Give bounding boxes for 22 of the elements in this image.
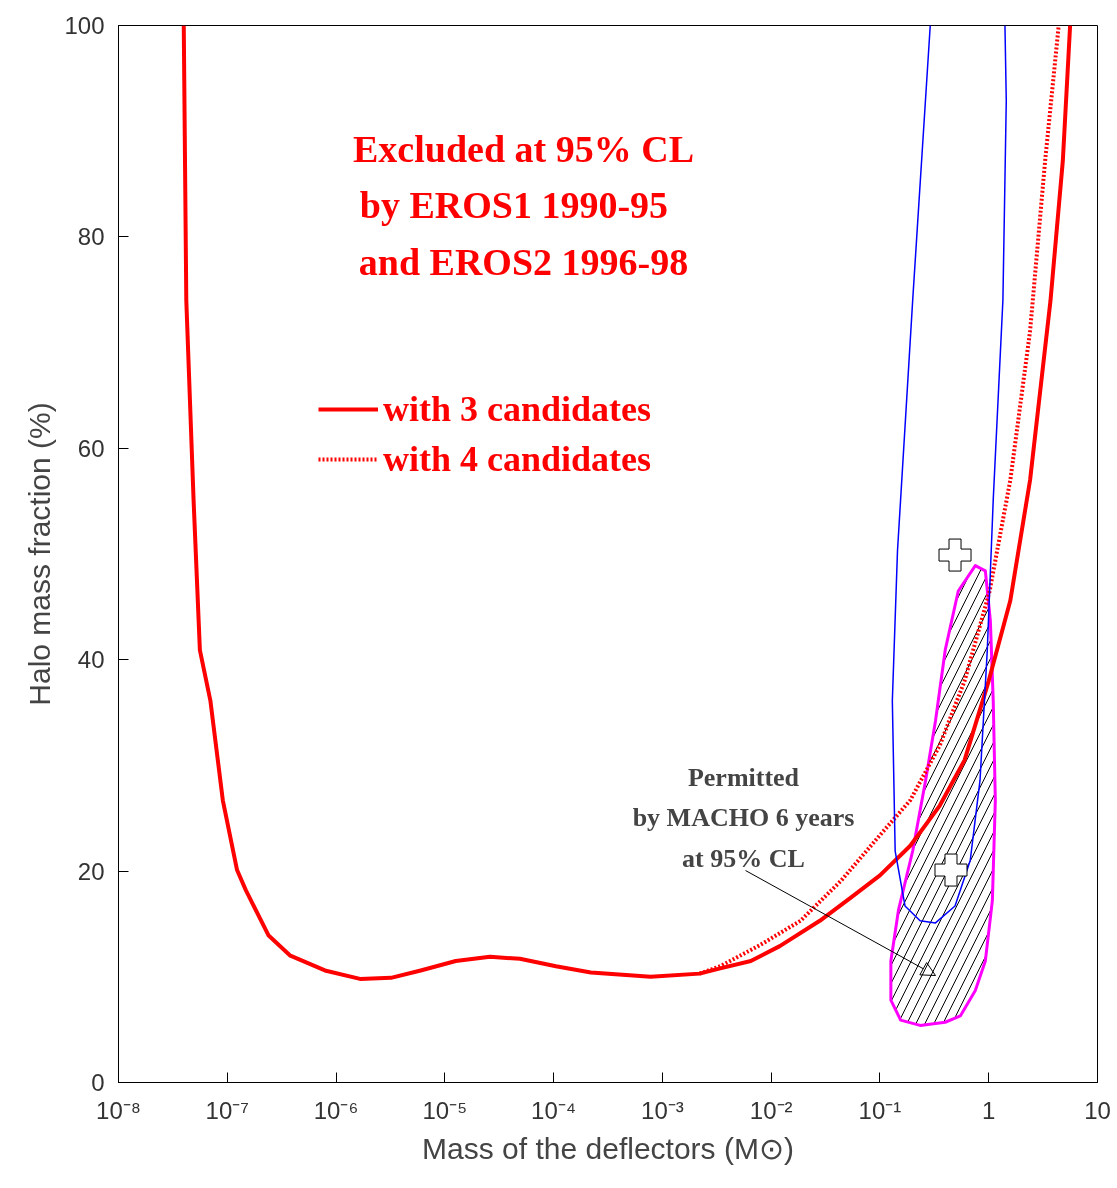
y-tick-label: 80 [77, 223, 105, 251]
x-tick-label: 10⁻² [749, 1096, 793, 1124]
annotation: Permitted by MACHO 6 years at 95% CL [632, 762, 855, 873]
y-tick-label: 60 [77, 434, 105, 462]
y-axis-title: Halo mass fraction (%) [23, 402, 57, 706]
y-tick-label: 100 [64, 12, 105, 39]
x-axis-title: Mass of the deflectors (M⊙) [422, 1131, 794, 1165]
y-tick-label: 40 [77, 646, 105, 674]
annotation: Excluded at 95% CL by EROS1 1990-95 and EROS2 1996-98 [353, 127, 694, 283]
x-tick-label: 10⁻³ [641, 1096, 684, 1124]
legend-label: with 3 candidates [383, 388, 652, 431]
x-tick-label: 10⁻¹ [858, 1096, 902, 1124]
x-tick-label: 10⁻⁷ [205, 1096, 249, 1124]
x-tick-label: 10 [1084, 1096, 1111, 1124]
x-tick-label: 10⁻⁴ [531, 1096, 577, 1124]
y-tick-label: 20 [77, 857, 105, 885]
x-tick-label: 10⁻⁸ [96, 1096, 141, 1124]
x-tick-label: 10⁻⁵ [422, 1096, 468, 1124]
legend-label: with 4 candidates [383, 438, 652, 481]
x-tick-label: 10⁻⁶ [313, 1096, 359, 1124]
y-tick-label: 0 [91, 1069, 105, 1096]
x-tick-label: 1 [982, 1096, 996, 1124]
